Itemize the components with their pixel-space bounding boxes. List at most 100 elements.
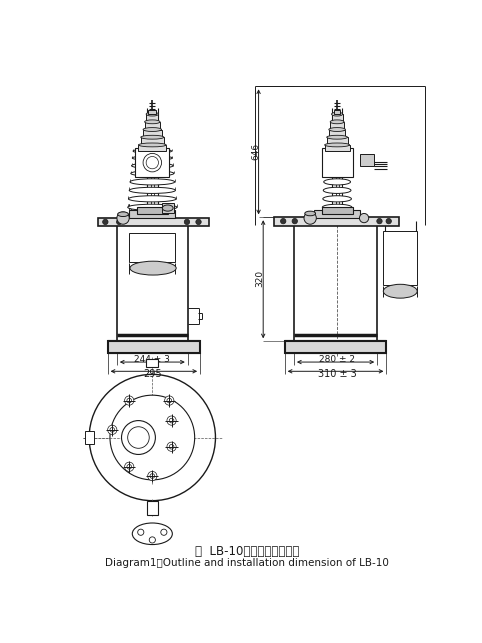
Bar (329, 129, 346, 137)
Ellipse shape (305, 211, 316, 216)
Ellipse shape (325, 163, 349, 168)
Circle shape (165, 396, 174, 405)
Ellipse shape (128, 195, 176, 202)
Text: 646: 646 (251, 143, 260, 160)
Bar (325, 145, 349, 151)
Text: Diagram1：Outline and installation dimension of LB-10: Diagram1：Outline and installation dimens… (105, 558, 389, 568)
Ellipse shape (323, 187, 351, 194)
Circle shape (169, 444, 174, 449)
Ellipse shape (138, 143, 166, 147)
Circle shape (128, 427, 149, 448)
Bar (294, 224, 377, 341)
Text: 图  LB-10外形及安装尺寸图: 图 LB-10外形及安装尺寸图 (195, 545, 299, 558)
Circle shape (150, 474, 155, 478)
Circle shape (304, 212, 316, 224)
Bar (334, 109, 340, 114)
Circle shape (124, 462, 134, 471)
Ellipse shape (329, 127, 346, 131)
Ellipse shape (132, 163, 173, 168)
Bar (84, 431, 94, 444)
Bar (330, 122, 344, 129)
Circle shape (127, 464, 132, 469)
Circle shape (110, 395, 195, 480)
Circle shape (281, 219, 286, 224)
Ellipse shape (143, 127, 161, 131)
Ellipse shape (322, 204, 352, 210)
Bar (117, 222, 187, 341)
Ellipse shape (133, 149, 172, 154)
Circle shape (89, 374, 215, 501)
Text: 310 ± 3: 310 ± 3 (318, 368, 357, 379)
Bar (314, 210, 360, 218)
Bar (107, 341, 200, 353)
Bar (321, 148, 352, 177)
Ellipse shape (118, 212, 128, 217)
Bar (145, 122, 160, 129)
Ellipse shape (325, 149, 348, 154)
Circle shape (149, 537, 155, 543)
Bar (129, 233, 175, 262)
Ellipse shape (324, 179, 350, 185)
Ellipse shape (330, 120, 344, 123)
Text: 244 ± 3: 244 ± 3 (134, 355, 170, 364)
Ellipse shape (132, 523, 173, 545)
Ellipse shape (128, 204, 177, 210)
Circle shape (110, 428, 115, 432)
Ellipse shape (325, 156, 349, 160)
Circle shape (167, 398, 172, 403)
Bar (148, 109, 156, 114)
Ellipse shape (131, 170, 174, 176)
Bar (332, 114, 343, 122)
Circle shape (107, 425, 117, 435)
Circle shape (167, 442, 176, 451)
Circle shape (124, 396, 134, 405)
Bar (327, 137, 348, 145)
Bar (146, 359, 159, 367)
Ellipse shape (146, 112, 159, 116)
Text: 280 ± 2: 280 ± 2 (319, 355, 355, 364)
Bar (137, 206, 168, 214)
Circle shape (386, 219, 391, 224)
Bar (161, 203, 174, 213)
Bar (383, 231, 417, 285)
Bar (285, 341, 387, 353)
Ellipse shape (327, 135, 348, 139)
Ellipse shape (383, 284, 417, 298)
Ellipse shape (130, 179, 174, 185)
Ellipse shape (162, 205, 173, 211)
Ellipse shape (132, 156, 173, 160)
Circle shape (138, 529, 144, 536)
Circle shape (146, 156, 159, 169)
Circle shape (127, 398, 132, 403)
Ellipse shape (130, 261, 176, 275)
Text: 295: 295 (143, 368, 161, 379)
Circle shape (169, 418, 174, 423)
Ellipse shape (324, 170, 350, 176)
Ellipse shape (141, 135, 164, 139)
Ellipse shape (145, 120, 160, 123)
Bar (147, 501, 158, 514)
Ellipse shape (323, 195, 351, 202)
Circle shape (117, 212, 129, 224)
Ellipse shape (129, 187, 175, 194)
Bar (98, 218, 209, 226)
Ellipse shape (325, 143, 349, 147)
Circle shape (184, 219, 189, 224)
Circle shape (167, 416, 176, 425)
Circle shape (377, 219, 382, 224)
Bar (141, 137, 164, 145)
Bar (135, 148, 169, 177)
Bar (360, 154, 374, 166)
Text: 320: 320 (255, 270, 265, 287)
Bar (321, 206, 352, 214)
Circle shape (196, 219, 201, 224)
Bar (138, 145, 166, 151)
Bar (146, 114, 159, 122)
Bar (129, 210, 175, 218)
Circle shape (161, 529, 167, 536)
Bar (274, 217, 399, 226)
Circle shape (117, 219, 122, 224)
Circle shape (103, 219, 108, 224)
Ellipse shape (332, 112, 343, 116)
Bar (143, 129, 161, 137)
